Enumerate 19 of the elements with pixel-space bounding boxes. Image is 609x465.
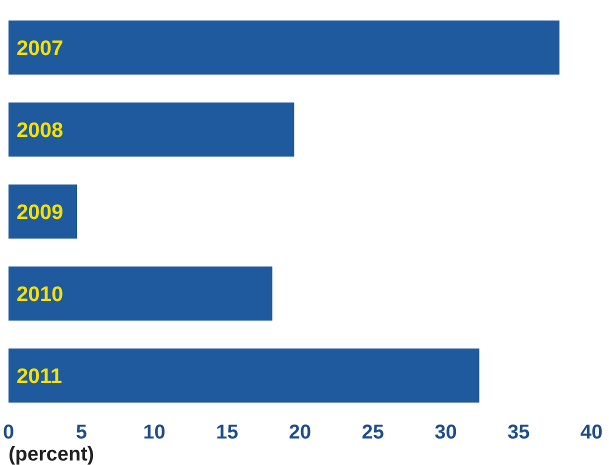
y-tick-label: 2010 (16, 283, 64, 306)
x-tick-label: 5 (76, 422, 87, 444)
x-tick-label: 10 (143, 422, 166, 444)
bar (8, 266, 272, 321)
x-tick-label: 30 (434, 422, 457, 444)
x-tick-label: 35 (508, 422, 530, 444)
y-tick-label: 2011 (16, 365, 62, 388)
bar (8, 348, 480, 403)
x-tick-label: 40 (580, 422, 603, 444)
bar (8, 20, 560, 75)
y-tick-label: 2008 (16, 119, 64, 142)
x-tick-label: 25 (362, 422, 384, 444)
x-tick-label: 0 (2, 422, 14, 444)
x-tick-label: 15 (216, 422, 238, 444)
bar (8, 102, 294, 157)
y-tick-label: 2007 (16, 37, 64, 60)
y-tick-label: 2009 (16, 201, 64, 224)
x-axis-title: (percent) (8, 444, 94, 465)
x-tick-label: 20 (288, 422, 312, 444)
